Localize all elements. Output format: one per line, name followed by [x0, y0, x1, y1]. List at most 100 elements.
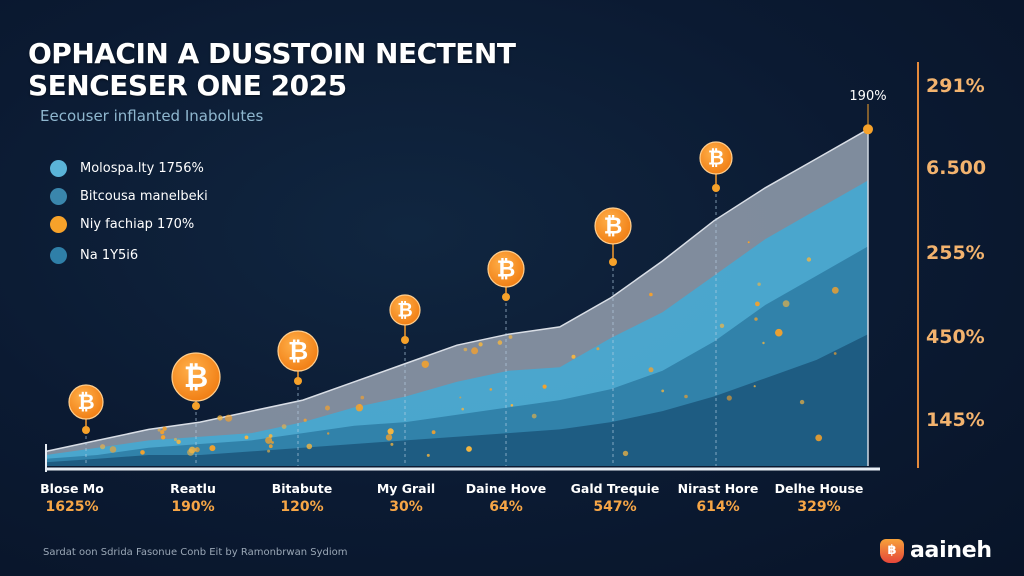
spark-particle [471, 347, 479, 355]
legend-swatch [50, 246, 67, 264]
spark-particle [160, 430, 165, 435]
legend-label: Bitcousa manelbeki [80, 188, 208, 204]
bitcoin-marker[interactable]: ₿ [68, 384, 104, 434]
spark-particle [649, 292, 653, 297]
spark-particle [508, 335, 513, 339]
spark-particle [510, 404, 514, 407]
spark-particle [806, 257, 812, 262]
bitcoin-coin [699, 141, 733, 175]
spark-particle [157, 428, 161, 432]
bitcoin-marker[interactable]: ₿ [594, 207, 632, 266]
spark-particle [194, 447, 200, 453]
x-category: My Grail 30% [377, 481, 435, 515]
legend: Molospa.lty 1756% Bitcousa manelbeki Niy… [50, 154, 208, 269]
spark-particle [747, 241, 750, 244]
x-axis-categories: Blose Mo 1625% Reatlu 190% Bitabute 120% My Gr… [40, 481, 863, 515]
marker-anchor-dot [82, 426, 90, 434]
marker-anchor-dot [294, 377, 302, 385]
legend-label: Na 1Y5i6 [80, 247, 139, 263]
spark-particle [684, 394, 688, 399]
x-category-label: My Grail [377, 481, 435, 496]
spark-particle [431, 430, 436, 435]
spark-particle [754, 317, 758, 321]
spark-particle [176, 439, 181, 444]
x-category-label: Bitabute [272, 481, 333, 496]
spark-particle [648, 367, 654, 373]
bitcoin-marker[interactable]: ₿ [699, 141, 733, 192]
legend-swatch [50, 159, 67, 177]
marker-anchor-dot [401, 336, 409, 344]
spark-particle [281, 424, 287, 429]
bitcoin-marker[interactable]: ₿ [389, 294, 421, 344]
bitcoin-marker[interactable]: ₿ [487, 250, 525, 301]
spark-particle [188, 446, 196, 454]
x-category: Daine Hove 64% [466, 481, 547, 515]
spark-particle [762, 341, 765, 345]
legend-swatch [50, 187, 67, 205]
bitcoin-icon: ₿ [397, 299, 412, 321]
spark-particle [306, 443, 313, 450]
spark-particle [162, 426, 167, 431]
spark-particle [596, 347, 600, 351]
spark-particle [478, 342, 483, 347]
spark-particle [459, 396, 462, 399]
marker-anchor-dot [502, 293, 510, 301]
spark-particle [799, 399, 805, 405]
chart-title: OPHACIN A DUSSTOIN NECTENT SENCESER ONE … [28, 37, 516, 102]
x-category: Reatlu 190% [170, 481, 216, 515]
title-line-1: OPHACIN A DUSSTOIN NECTENT [28, 37, 516, 70]
bitcoin-coin [277, 330, 319, 372]
spark-particle [461, 407, 465, 411]
right-axis-tick: 291% [926, 75, 985, 97]
x-category: Delhe House 329% [775, 481, 864, 515]
chart-subtitle: Eecouser inflanted Inabolutes [40, 107, 264, 125]
bitcoin-icon: ₿ [77, 390, 94, 414]
spark-particles [100, 241, 839, 457]
spark-particle [757, 282, 761, 286]
x-category-label: Nirast Hore [678, 481, 759, 496]
x-category-label: Reatlu [170, 481, 216, 496]
x-category-value: 329% [797, 499, 840, 515]
spark-particle [268, 434, 273, 438]
spark-particle [782, 300, 790, 308]
brand[interactable]: ฿ aaineh [880, 538, 992, 563]
legend-label: Niy fachiap 170% [80, 216, 195, 232]
spark-particle [542, 384, 547, 389]
spark-particle [753, 385, 756, 388]
bitcoin-coin [389, 294, 421, 326]
bitcoin-icon: ₿ [497, 257, 516, 283]
brand-logo-icon: ฿ [880, 538, 904, 563]
x-category: Blose Mo 1625% [40, 481, 104, 515]
bitcoin-icon: ₿ [708, 146, 724, 170]
spark-particle [726, 395, 732, 401]
marker-anchor-dot [192, 402, 200, 410]
spark-particle [109, 446, 117, 453]
legend-item: Na 1Y5i6 [50, 241, 208, 269]
spark-particle [571, 354, 576, 359]
x-category-value: 64% [489, 499, 523, 515]
bitcoin-marker[interactable]: ₿ [171, 352, 221, 410]
spark-particle [833, 352, 837, 355]
spark-particle [217, 415, 223, 421]
legend-item: Niy fachiap 170% [50, 210, 208, 238]
x-category-value: 120% [280, 499, 323, 515]
spark-particle [466, 446, 472, 452]
spark-particle [531, 413, 537, 419]
spark-particle [390, 442, 394, 446]
legend-item: Molospa.lty 1756% [50, 154, 208, 182]
peak-label: 190% [849, 89, 886, 104]
marker-droplines [85, 188, 717, 466]
x-category-label: Gald Trequie [571, 481, 660, 496]
footer-credit: Sardat oon Sdrida Fasonue Conb Eit by Ra… [43, 547, 348, 558]
bitcoin-marker[interactable]: ₿ [277, 330, 319, 385]
bitcoin-coin [68, 384, 104, 420]
spark-particle [489, 388, 493, 391]
brand-name: aaineh [910, 538, 992, 563]
spark-particle [209, 445, 216, 452]
spark-particle [225, 414, 233, 422]
bitcoin-icon: ₿ [184, 360, 208, 395]
x-category: Bitabute 120% [272, 481, 333, 515]
x-category-label: Blose Mo [40, 481, 104, 496]
spark-particle [100, 444, 106, 450]
